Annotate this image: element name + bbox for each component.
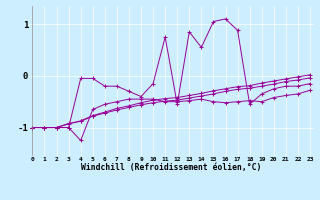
X-axis label: Windchill (Refroidissement éolien,°C): Windchill (Refroidissement éolien,°C) xyxy=(81,163,261,172)
